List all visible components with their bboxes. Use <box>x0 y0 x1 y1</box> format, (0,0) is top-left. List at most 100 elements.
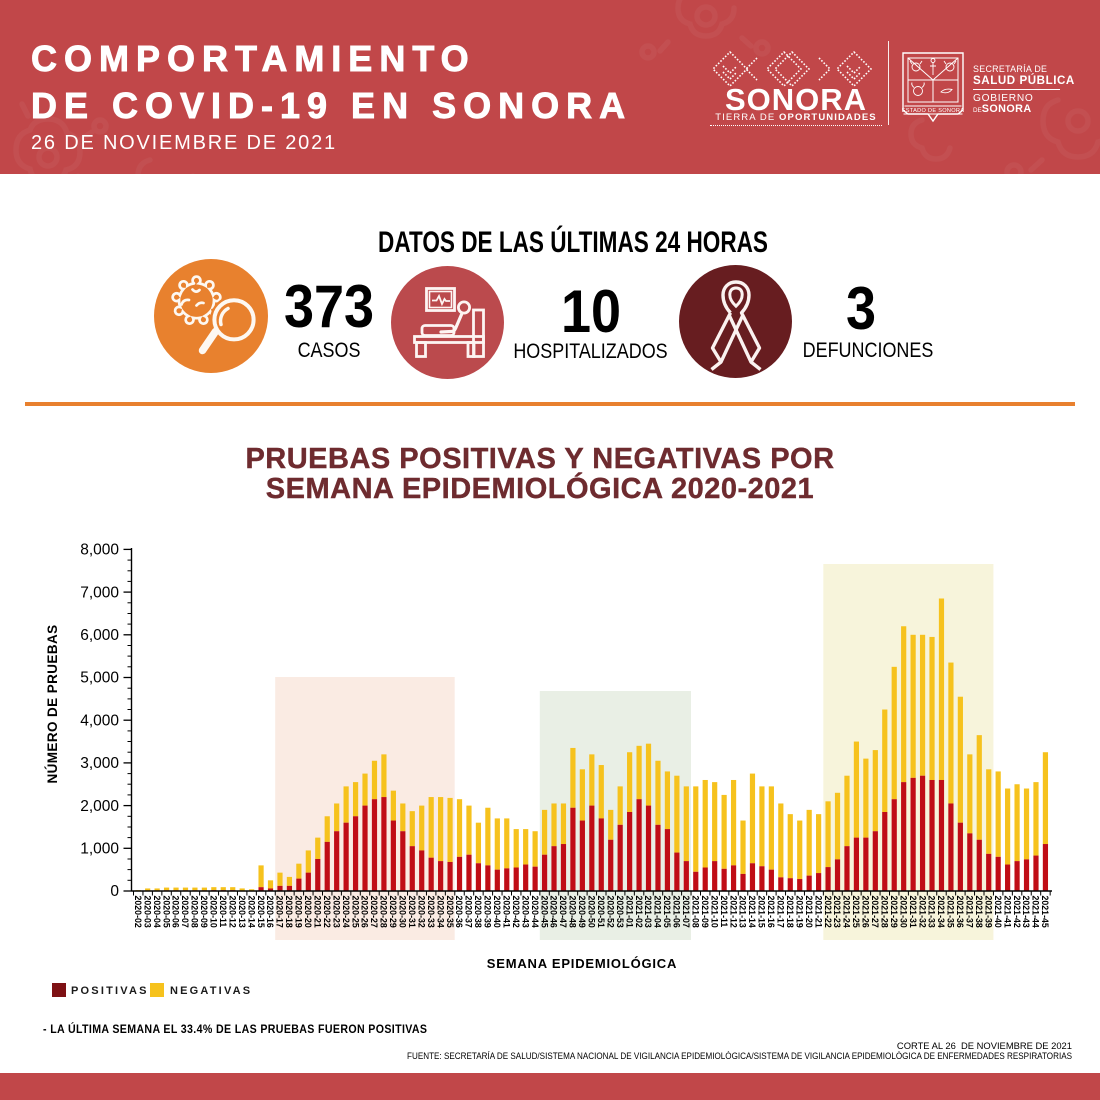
svg-text:2020-52: 2020-52 <box>605 896 615 928</box>
svg-text:5,000: 5,000 <box>80 670 119 687</box>
svg-text:2020-38: 2020-38 <box>473 896 483 928</box>
svg-text:2021-12: 2021-12 <box>728 896 738 928</box>
svg-text:2021-25: 2021-25 <box>851 896 861 928</box>
svg-text:2020-42: 2020-42 <box>511 896 521 928</box>
svg-text:2020-27: 2020-27 <box>369 896 379 928</box>
svg-text:2021-37: 2021-37 <box>965 896 975 928</box>
svg-text:2021-30: 2021-30 <box>898 896 908 928</box>
svg-text:2020-09: 2020-09 <box>199 896 209 928</box>
svg-text:2021-39: 2021-39 <box>983 896 993 928</box>
svg-text:2021-19: 2021-19 <box>794 896 804 928</box>
svg-text:2020-04: 2020-04 <box>152 896 162 928</box>
svg-text:2020-20: 2020-20 <box>303 896 313 928</box>
svg-text:2021-06: 2021-06 <box>672 896 682 928</box>
svg-text:2,000: 2,000 <box>80 798 119 815</box>
svg-text:2021-15: 2021-15 <box>757 896 767 928</box>
svg-text:2021-45: 2021-45 <box>1040 896 1050 928</box>
svg-text:2021-33: 2021-33 <box>927 896 937 928</box>
svg-text:2021-42: 2021-42 <box>1012 896 1022 928</box>
svg-text:2021-41: 2021-41 <box>1002 896 1012 928</box>
svg-text:2021-22: 2021-22 <box>823 896 833 928</box>
svg-text:2021-34: 2021-34 <box>936 896 946 928</box>
svg-text:2021-16: 2021-16 <box>766 896 776 928</box>
svg-text:0: 0 <box>110 883 119 900</box>
svg-text:2021-38: 2021-38 <box>974 896 984 928</box>
svg-text:8,000: 8,000 <box>80 542 119 559</box>
svg-text:2021-13: 2021-13 <box>738 896 748 928</box>
svg-text:2020-34: 2020-34 <box>435 896 445 928</box>
svg-text:NÚMERO DE PRUEBAS: NÚMERO DE PRUEBAS <box>45 624 60 783</box>
svg-text:2021-44: 2021-44 <box>1031 896 1041 928</box>
svg-text:2020-28: 2020-28 <box>379 896 389 928</box>
svg-text:2020-43: 2020-43 <box>520 896 530 928</box>
svg-text:2021-08: 2021-08 <box>690 896 700 928</box>
svg-text:2021-14: 2021-14 <box>747 896 757 928</box>
svg-text:2020-30: 2020-30 <box>398 896 408 928</box>
svg-text:2020-19: 2020-19 <box>294 896 304 928</box>
svg-text:2021-27: 2021-27 <box>870 896 880 928</box>
svg-text:2021-07: 2021-07 <box>681 896 691 928</box>
svg-text:2021-01: 2021-01 <box>624 896 634 928</box>
svg-text:2020-37: 2020-37 <box>464 896 474 928</box>
svg-text:2020-33: 2020-33 <box>426 896 436 928</box>
svg-text:2020-08: 2020-08 <box>190 896 200 928</box>
svg-text:2021-29: 2021-29 <box>889 896 899 928</box>
svg-text:2020-21: 2020-21 <box>312 896 322 928</box>
svg-text:2021-24: 2021-24 <box>842 896 852 928</box>
svg-text:2020-32: 2020-32 <box>416 896 426 928</box>
svg-text:2020-06: 2020-06 <box>171 896 181 928</box>
svg-text:2020-35: 2020-35 <box>445 896 455 928</box>
svg-text:2020-12: 2020-12 <box>227 896 237 928</box>
svg-text:2020-17: 2020-17 <box>275 896 285 928</box>
svg-text:2021-18: 2021-18 <box>785 896 795 928</box>
svg-text:2020-07: 2020-07 <box>180 896 190 928</box>
svg-text:1,000: 1,000 <box>80 841 119 858</box>
svg-text:2021-11: 2021-11 <box>719 896 729 928</box>
svg-text:2021-40: 2021-40 <box>993 896 1003 928</box>
svg-text:2020-36: 2020-36 <box>454 896 464 928</box>
svg-text:2020-49: 2020-49 <box>577 896 587 928</box>
svg-text:2020-02: 2020-02 <box>133 896 143 928</box>
svg-text:2020-41: 2020-41 <box>501 896 511 928</box>
svg-text:2021-20: 2021-20 <box>804 896 814 928</box>
svg-text:2020-13: 2020-13 <box>237 896 247 928</box>
svg-text:2020-16: 2020-16 <box>265 896 275 928</box>
svg-text:2021-09: 2021-09 <box>700 896 710 928</box>
svg-text:2020-47: 2020-47 <box>558 896 568 928</box>
svg-text:3,000: 3,000 <box>80 755 119 772</box>
svg-text:2020-24: 2020-24 <box>341 896 351 928</box>
svg-text:2020-18: 2020-18 <box>284 896 294 928</box>
svg-text:6,000: 6,000 <box>80 627 119 644</box>
svg-text:2021-35: 2021-35 <box>946 896 956 928</box>
svg-text:2020-22: 2020-22 <box>322 896 332 928</box>
svg-text:2020-50: 2020-50 <box>587 896 597 928</box>
svg-text:2020-51: 2020-51 <box>596 896 606 928</box>
svg-text:2021-23: 2021-23 <box>832 896 842 928</box>
svg-text:2020-53: 2020-53 <box>615 896 625 928</box>
svg-text:2021-17: 2021-17 <box>776 896 786 928</box>
svg-text:2021-36: 2021-36 <box>955 896 965 928</box>
svg-text:2020-40: 2020-40 <box>492 896 502 928</box>
svg-text:2021-21: 2021-21 <box>813 896 823 928</box>
svg-text:2020-26: 2020-26 <box>360 896 370 928</box>
svg-text:2021-26: 2021-26 <box>861 896 871 928</box>
svg-text:2020-31: 2020-31 <box>407 896 417 928</box>
svg-text:2021-05: 2021-05 <box>662 896 672 928</box>
svg-text:2020-23: 2020-23 <box>331 896 341 928</box>
svg-text:2021-28: 2021-28 <box>879 896 889 928</box>
svg-text:2020-48: 2020-48 <box>568 896 578 928</box>
svg-text:2020-45: 2020-45 <box>539 896 549 928</box>
svg-text:2020-25: 2020-25 <box>350 896 360 928</box>
svg-text:4,000: 4,000 <box>80 712 119 729</box>
svg-text:2021-31: 2021-31 <box>908 896 918 928</box>
svg-text:2020-10: 2020-10 <box>209 896 219 928</box>
svg-text:2020-14: 2020-14 <box>246 896 256 928</box>
svg-text:2021-04: 2021-04 <box>653 896 663 928</box>
svg-text:2021-03: 2021-03 <box>643 896 653 928</box>
svg-text:2021-43: 2021-43 <box>1021 896 1031 928</box>
svg-text:2021-10: 2021-10 <box>709 896 719 928</box>
svg-text:2020-11: 2020-11 <box>218 896 228 928</box>
svg-text:2020-39: 2020-39 <box>483 896 493 928</box>
svg-text:7,000: 7,000 <box>80 584 119 601</box>
svg-text:2020-44: 2020-44 <box>530 896 540 928</box>
